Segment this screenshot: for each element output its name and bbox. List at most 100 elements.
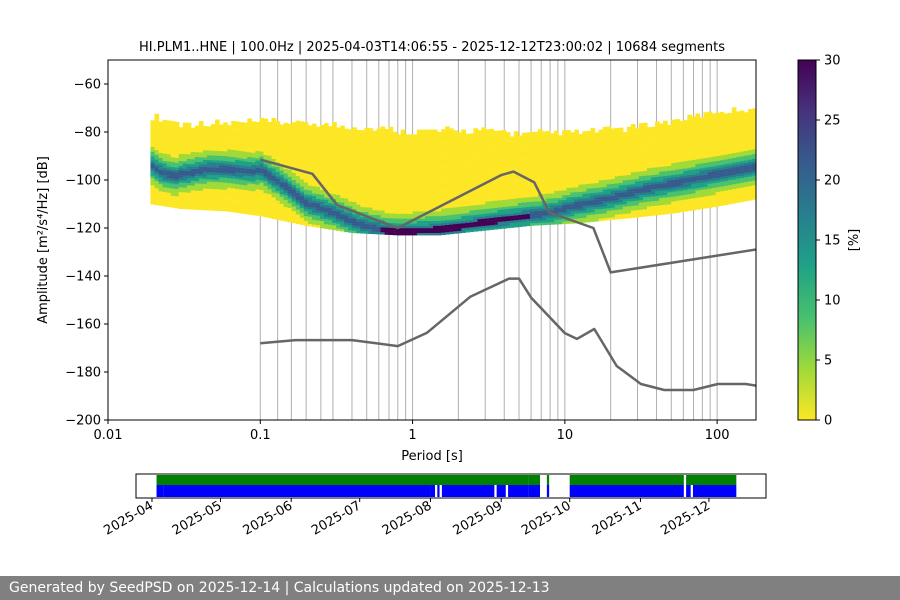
heatmap-cell (303, 199, 309, 202)
heatmap-cell (622, 134, 628, 138)
heatmap-cell (320, 199, 325, 202)
heatmap-cell (408, 177, 414, 181)
heatmap-cell (634, 128, 640, 131)
heatmap-cell (239, 153, 244, 156)
heatmap-cell (239, 182, 244, 185)
heatmap-cell (299, 143, 305, 146)
heatmap-cell (445, 157, 450, 161)
heatmap-cell (509, 172, 515, 176)
heatmap-cell (469, 171, 475, 175)
heatmap-cell (618, 178, 624, 181)
heatmap-cell (509, 165, 515, 168)
heatmap-cell (243, 165, 248, 169)
heatmap-cell (328, 186, 333, 189)
heatmap-cell (227, 168, 232, 171)
heatmap-cell (562, 199, 567, 203)
heatmap-cell (267, 150, 273, 154)
heatmap-cell (295, 151, 301, 155)
heatmap-cell (360, 134, 366, 138)
heatmap-cell (473, 133, 479, 136)
heatmap-cell (235, 207, 240, 211)
heatmap-cell (287, 152, 293, 156)
heatmap-cell (211, 193, 216, 197)
heatmap-cell (384, 198, 390, 202)
heatmap-cell (219, 189, 224, 192)
heatmap-cell (485, 136, 491, 140)
heatmap-cell (227, 151, 232, 155)
heatmap-cell (295, 156, 301, 160)
heatmap-cell (311, 198, 317, 201)
heatmap-cell (384, 141, 390, 144)
heatmap-cell (610, 195, 616, 199)
heatmap-cell (634, 166, 640, 170)
heatmap-cell (420, 139, 426, 142)
heatmap-cell (392, 223, 398, 226)
heatmap-cell (477, 171, 483, 174)
heatmap-cell (332, 165, 337, 168)
heatmap-cell (194, 166, 200, 170)
heatmap-cell (420, 129, 426, 133)
heatmap-cell (219, 148, 224, 152)
heatmap-cell (420, 232, 426, 236)
heatmap-cell (263, 149, 269, 153)
heatmap-cell (424, 206, 430, 209)
heatmap-cell (150, 177, 156, 181)
heatmap-cell (477, 190, 483, 193)
heatmap-cell (215, 153, 220, 156)
heatmap-cell (263, 137, 269, 141)
heatmap-cell (315, 186, 321, 190)
heatmap-cell (396, 175, 402, 178)
heatmap-cell (594, 202, 600, 205)
heatmap-cell (178, 146, 184, 149)
heatmap-cell (170, 149, 176, 153)
heatmap-cell (231, 164, 236, 167)
heatmap-cell (271, 165, 277, 169)
heatmap-cell (433, 134, 438, 137)
heatmap-cell (424, 144, 430, 147)
heatmap-cell (162, 122, 168, 125)
heatmap-cell (408, 230, 414, 233)
heatmap-cell (170, 125, 176, 129)
heatmap-cell (437, 189, 442, 193)
heatmap-cell (647, 211, 652, 214)
heatmap-cell (380, 224, 386, 228)
heatmap-cell (570, 206, 575, 210)
heatmap-cell (642, 170, 648, 174)
heatmap-cell (315, 213, 321, 216)
heatmap-cell (182, 161, 188, 164)
heatmap-cell (263, 197, 269, 201)
heatmap-cell (550, 138, 555, 141)
heatmap-cell (311, 126, 317, 129)
heatmap-cell (538, 148, 543, 151)
heatmap-cell (400, 216, 406, 219)
heatmap-cell (408, 172, 414, 176)
heatmap-cell (328, 164, 333, 168)
heatmap-cell (303, 165, 309, 169)
heatmap-cell (610, 142, 616, 146)
heatmap-cell (344, 167, 349, 170)
heatmap-cell (630, 205, 636, 209)
heatmap-cell (614, 161, 620, 165)
heatmap-cell (150, 194, 156, 198)
heatmap-cell (348, 179, 353, 183)
heatmap-cell (465, 220, 470, 223)
heatmap-cell (461, 177, 466, 181)
heatmap-cell (416, 201, 422, 205)
heatmap-cell (219, 208, 224, 212)
heatmap-cell (509, 160, 515, 164)
heatmap-cell (303, 172, 309, 176)
heatmap-cell (154, 135, 160, 138)
heatmap-cell (275, 154, 281, 158)
heatmap-cell (336, 199, 341, 203)
heatmap-cell (550, 183, 555, 187)
heatmap-cell (231, 200, 236, 203)
heatmap-cell (453, 226, 458, 229)
heatmap-cell (542, 148, 547, 151)
heatmap-cell (481, 148, 487, 152)
heatmap-cell (368, 212, 374, 215)
heatmap-cell (529, 201, 535, 205)
heatmap-cell (501, 142, 507, 145)
heatmap-cell (429, 199, 434, 202)
heatmap-cell (340, 228, 345, 232)
heatmap-cell (158, 174, 164, 177)
